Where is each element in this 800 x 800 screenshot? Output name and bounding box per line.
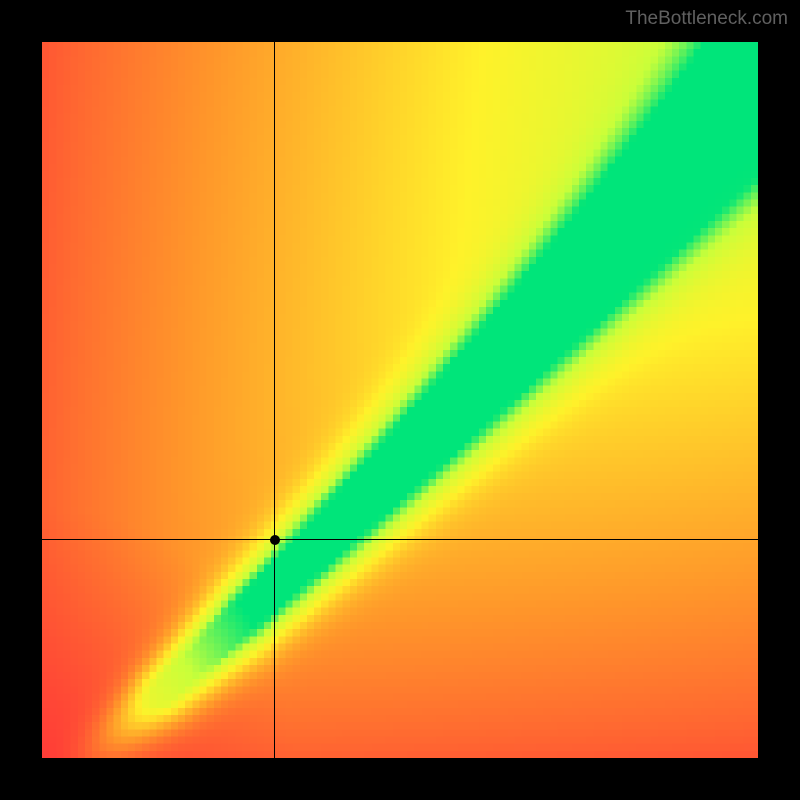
watermark-text: TheBottleneck.com	[625, 8, 788, 30]
chart-stage: TheBottleneck.com	[0, 0, 800, 800]
heatmap-canvas	[42, 42, 758, 758]
heatmap-plot	[42, 42, 758, 758]
